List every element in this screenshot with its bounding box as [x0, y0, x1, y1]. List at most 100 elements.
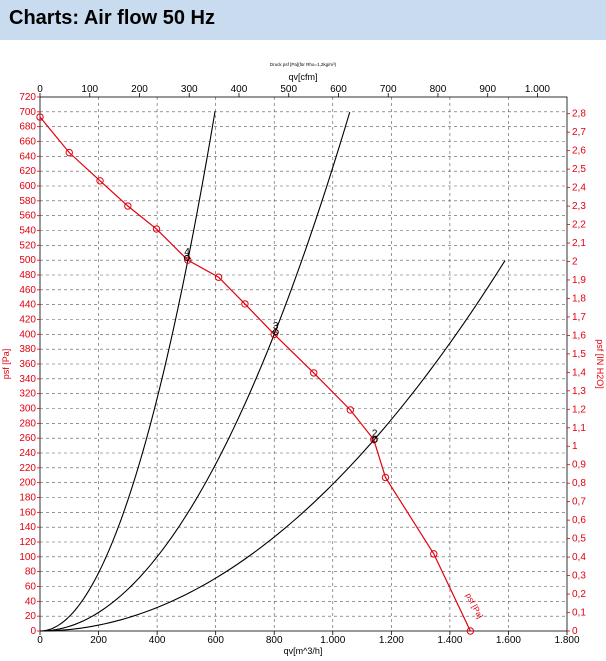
y2-tick-label: 2,1 [572, 238, 586, 249]
y-tick-label: 680 [19, 122, 36, 133]
operating-point-marker [183, 254, 191, 262]
operating-point-label: 2 [372, 429, 378, 440]
fan-curve-marker [381, 473, 390, 482]
y2-tick-label: 1,6 [572, 330, 586, 341]
y-tick-label: 140 [19, 522, 36, 533]
y2-tick-label: 1,9 [572, 275, 586, 286]
y2-tick-label: 0,1 [572, 608, 586, 619]
y-tick-label: 720 [19, 92, 36, 103]
x-tick-label: 0 [37, 635, 43, 646]
y-tick-label: 400 [19, 329, 36, 340]
y-axis-label: psf [Pa] [1, 349, 11, 380]
y2-axis-label: psf [IN H2O] [595, 339, 605, 389]
y2-tick-label: 0,8 [572, 478, 586, 489]
x-tick-label: 1.800 [554, 635, 579, 646]
x-tick-label: 800 [266, 635, 283, 646]
y-tick-label: 540 [19, 226, 36, 237]
x2-tick-label: 200 [131, 84, 148, 95]
x2-tick-label: 400 [231, 84, 248, 95]
y-tick-label: 440 [19, 300, 36, 311]
x2-axis-label: qv[cfm] [288, 72, 317, 82]
y2-tick-label: 0,5 [572, 534, 586, 545]
x-tick-label: 1.400 [437, 635, 462, 646]
y-tick-label: 300 [19, 404, 36, 415]
fan-curve-marker [65, 148, 73, 157]
y-tick-label: 20 [25, 611, 37, 622]
y2-tick-label: 1,3 [572, 386, 586, 397]
y2-tick-label: 1,1 [572, 423, 586, 434]
fan-curve-marker [241, 300, 249, 308]
operating-point-label: 4 [184, 247, 190, 258]
fan-curve-marker [466, 627, 475, 635]
y-tick-label: 520 [19, 240, 36, 251]
y2-tick-label: 1 [572, 441, 578, 452]
y-tick-label: 280 [19, 418, 36, 429]
fan-curve-marker [346, 406, 355, 414]
y-tick-label: 700 [19, 107, 36, 118]
y-tick-label: 40 [25, 596, 37, 607]
x-tick-label: 400 [149, 635, 166, 646]
y-tick-label: 80 [25, 567, 37, 578]
header-bar: Charts: Air flow 50 Hz [0, 0, 606, 40]
y2-tick-label: 0 [572, 626, 578, 637]
x-tick-label: 1.200 [379, 635, 404, 646]
y-tick-label: 180 [19, 493, 36, 504]
curves: 4 3 2 [36, 111, 506, 635]
x2-tick-label: 900 [479, 84, 496, 95]
y-tick-label: 160 [19, 507, 36, 518]
x2-tick-label: 500 [280, 84, 297, 95]
x2-tick-label: 0 [37, 84, 43, 95]
x-tick-label: 1.000 [320, 635, 345, 646]
fan-curve-marker [152, 225, 161, 233]
page-title: Charts: Air flow 50 Hz [9, 7, 215, 29]
system-curve-3 [39, 111, 351, 632]
y-tick-label: 320 [19, 389, 36, 400]
y2-tick-label: 2 [572, 256, 578, 267]
y2-tick-label: 0,9 [572, 460, 586, 471]
system-curve-4 [39, 111, 216, 632]
y-tick-label: 600 [19, 181, 36, 192]
operating-point-marker [272, 329, 279, 336]
y2-tick-label: 2,4 [572, 183, 586, 194]
y-tick-label: 640 [19, 151, 36, 162]
y2-tick-label: 0,6 [572, 515, 586, 526]
operating-point-marker [371, 436, 378, 443]
y2-tick-label: 1,2 [572, 404, 586, 415]
y-tick-label: 460 [19, 285, 36, 296]
fan-curve-marker [36, 113, 44, 121]
y-tick-label: 560 [19, 211, 36, 222]
chart-title: Druck psf [Pa](für Rho=1,2kg/m³) [270, 62, 337, 67]
x2-tick-label: 800 [430, 84, 447, 95]
y-tick-label: 380 [19, 344, 36, 355]
y2-tick-label: 0,3 [572, 571, 586, 582]
y-tick-label: 660 [19, 137, 36, 148]
x2-tick-label: 300 [181, 84, 198, 95]
y-tick-label: 420 [19, 315, 36, 326]
y-tick-label: 340 [19, 374, 36, 385]
y-tick-label: 200 [19, 478, 36, 489]
fan-curve-marker [310, 369, 318, 377]
y2-tick-label: 2,8 [572, 109, 586, 120]
y-tick-label: 480 [19, 270, 36, 281]
y2-tick-label: 2,5 [572, 164, 586, 175]
y2-tick-label: 2,2 [572, 220, 586, 231]
y-tick-label: 360 [19, 359, 36, 370]
fan-curve-label: psf [Pa] [464, 592, 485, 620]
fan-curve-marker [184, 256, 192, 264]
y2-tick-label: 2,6 [572, 146, 586, 157]
y-tick-label: 500 [19, 255, 36, 266]
x2-tick-label: 1.000 [525, 84, 550, 95]
x2-tick-label: 100 [81, 84, 98, 95]
fan-curve-marker [214, 273, 223, 281]
y2-tick-label: 0,2 [572, 589, 586, 600]
y2-tick-label: 1,5 [572, 349, 586, 360]
y-tick-label: 260 [19, 433, 36, 444]
fan-curve-marker [124, 202, 132, 210]
y-tick-label: 240 [19, 448, 36, 459]
y-tick-label: 580 [19, 196, 36, 207]
y-tick-label: 0 [30, 626, 36, 637]
y2-tick-label: 0,4 [572, 552, 586, 563]
y2-tick-label: 1,4 [572, 367, 586, 378]
grid [40, 97, 567, 631]
